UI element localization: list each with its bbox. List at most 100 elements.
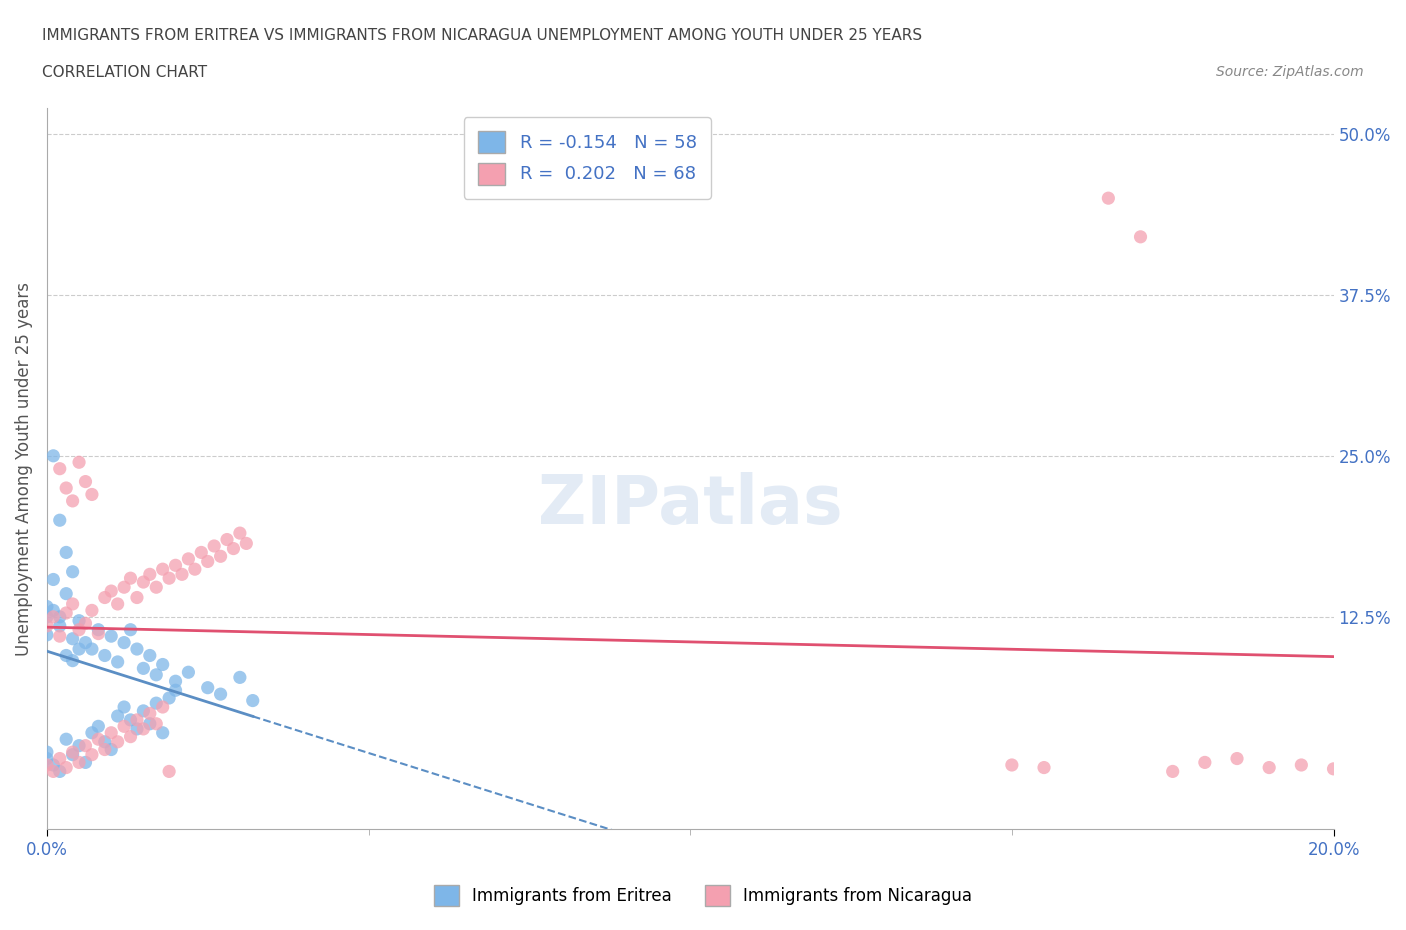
Point	[100, 584, 122, 599]
Point	[132, 703, 155, 718]
Point	[1291, 758, 1313, 773]
Point	[62, 631, 84, 646]
Point	[35, 628, 58, 643]
Point	[75, 474, 97, 489]
Point	[80, 487, 103, 502]
Point	[42, 448, 65, 463]
Point	[75, 616, 97, 631]
Point	[120, 729, 142, 744]
Point	[197, 680, 219, 695]
Y-axis label: Unemployment Among Youth under 25 years: Unemployment Among Youth under 25 years	[15, 282, 32, 656]
Point	[145, 579, 167, 594]
Point	[165, 683, 187, 698]
Point	[42, 758, 65, 773]
Point	[139, 716, 162, 731]
Point	[152, 658, 174, 672]
Point	[177, 551, 200, 566]
Point	[125, 590, 148, 604]
Point	[80, 603, 103, 618]
Point	[94, 735, 117, 750]
Point	[170, 567, 193, 582]
Point	[125, 642, 148, 657]
Point	[87, 626, 110, 641]
Point	[125, 712, 148, 727]
Point	[94, 742, 117, 757]
Point	[1001, 758, 1024, 773]
Point	[94, 648, 117, 663]
Point	[152, 725, 174, 740]
Point	[35, 618, 58, 633]
Point	[75, 635, 97, 650]
Point	[132, 661, 155, 676]
Point	[67, 642, 90, 657]
Point	[215, 532, 238, 547]
Point	[80, 725, 103, 740]
Point	[235, 536, 257, 551]
Legend: R = -0.154   N = 58, R =  0.202   N = 68: R = -0.154 N = 58, R = 0.202 N = 68	[464, 117, 711, 199]
Point	[1322, 762, 1344, 777]
Point	[62, 745, 84, 760]
Point	[1194, 755, 1216, 770]
Point	[55, 481, 77, 496]
Point	[139, 706, 162, 721]
Point	[55, 760, 77, 775]
Legend: Immigrants from Eritrea, Immigrants from Nicaragua: Immigrants from Eritrea, Immigrants from…	[427, 879, 979, 912]
Point	[112, 635, 135, 650]
Point	[165, 674, 187, 689]
Point	[35, 745, 58, 760]
Point	[152, 699, 174, 714]
Point	[49, 609, 72, 624]
Point	[112, 699, 135, 714]
Point	[94, 590, 117, 604]
Point	[55, 732, 77, 747]
Point	[87, 622, 110, 637]
Point	[42, 603, 65, 618]
Point	[49, 764, 72, 778]
Point	[62, 596, 84, 611]
Point	[100, 742, 122, 757]
Point	[55, 605, 77, 620]
Point	[55, 586, 77, 601]
Point	[157, 691, 180, 706]
Point	[107, 596, 129, 611]
Point	[120, 622, 142, 637]
Text: Source: ZipAtlas.com: Source: ZipAtlas.com	[1216, 65, 1364, 79]
Point	[75, 755, 97, 770]
Point	[67, 613, 90, 628]
Point	[107, 735, 129, 750]
Point	[184, 562, 207, 577]
Point	[157, 764, 180, 778]
Point	[107, 709, 129, 724]
Point	[120, 571, 142, 586]
Point	[49, 461, 72, 476]
Point	[100, 629, 122, 644]
Point	[49, 629, 72, 644]
Point	[35, 758, 58, 773]
Text: CORRELATION CHART: CORRELATION CHART	[42, 65, 207, 80]
Point	[100, 725, 122, 740]
Point	[42, 764, 65, 778]
Point	[229, 525, 252, 540]
Point	[1033, 760, 1056, 775]
Point	[42, 572, 65, 587]
Point	[120, 712, 142, 727]
Point	[62, 653, 84, 668]
Point	[112, 579, 135, 594]
Point	[177, 665, 200, 680]
Point	[42, 609, 65, 624]
Point	[165, 558, 187, 573]
Point	[35, 599, 58, 614]
Point	[49, 512, 72, 527]
Point	[87, 719, 110, 734]
Point	[1097, 191, 1119, 206]
Point	[67, 455, 90, 470]
Point	[1226, 751, 1249, 766]
Point	[1129, 230, 1152, 245]
Point	[197, 554, 219, 569]
Point	[209, 549, 232, 564]
Point	[145, 716, 167, 731]
Point	[55, 648, 77, 663]
Point	[75, 738, 97, 753]
Point	[145, 696, 167, 711]
Point	[35, 609, 58, 624]
